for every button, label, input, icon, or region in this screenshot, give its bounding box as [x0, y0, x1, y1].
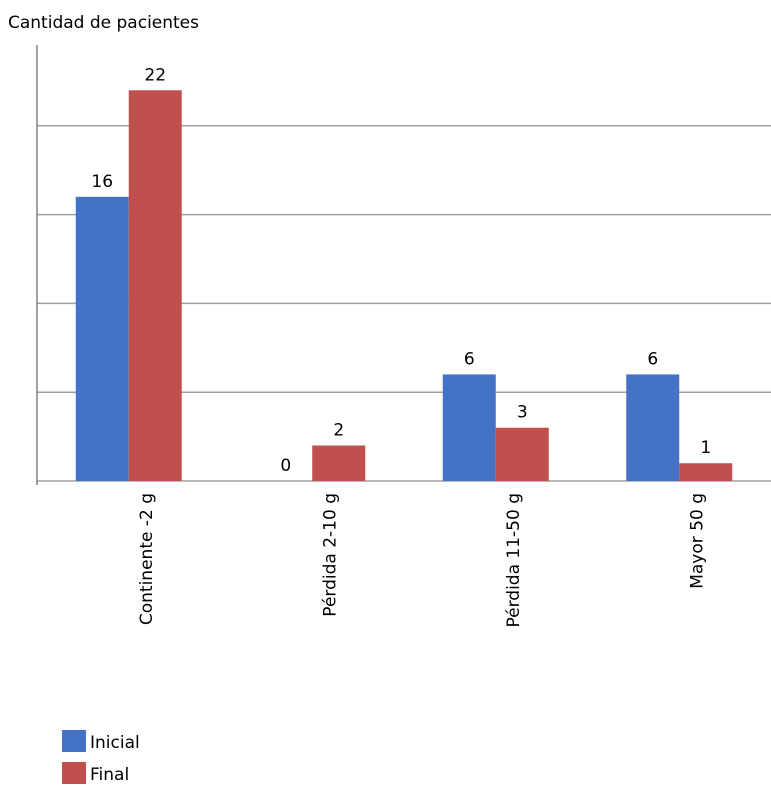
legend-label: Inicial — [90, 733, 140, 753]
data-label: 1 — [700, 438, 711, 458]
data-label: 6 — [464, 349, 475, 369]
bar — [495, 427, 549, 481]
bar — [626, 374, 680, 481]
x-tick-label: Pérdida 11-50 g — [504, 493, 524, 628]
data-label: 22 — [144, 65, 166, 85]
bar — [442, 374, 496, 481]
bar — [128, 90, 182, 481]
x-tick-label: Mayor 50 g — [687, 493, 707, 589]
data-label: 3 — [517, 403, 528, 423]
data-label: 2 — [333, 420, 344, 440]
bar — [679, 463, 733, 481]
legend-swatch — [62, 730, 86, 752]
x-tick-label: Pérdida 2-10 g — [320, 493, 340, 617]
bar — [312, 445, 366, 481]
data-label: 0 — [280, 456, 291, 476]
legend-label: Final — [90, 765, 129, 785]
bar — [75, 196, 129, 481]
data-label: 6 — [647, 349, 658, 369]
x-tick-label: Continente -2 g — [137, 493, 157, 625]
legend-swatch — [62, 762, 86, 784]
chart-title: Cantidad de pacientes — [8, 13, 199, 33]
data-label: 16 — [91, 172, 113, 192]
